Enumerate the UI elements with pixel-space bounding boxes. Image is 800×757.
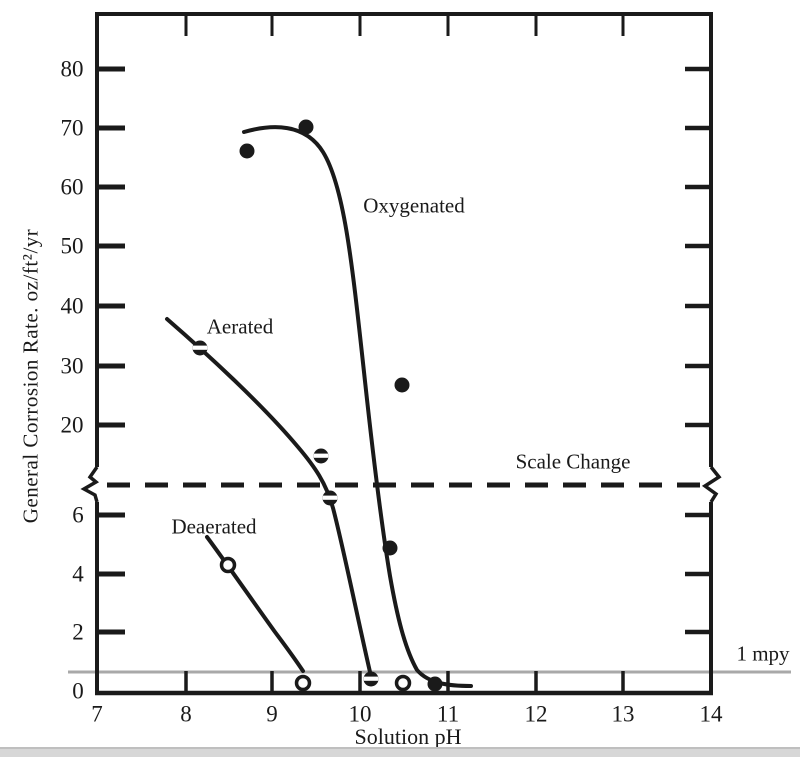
curves (165, 125, 473, 688)
y-tick-label: 2 (72, 619, 84, 645)
y-tick-label: 20 (60, 412, 84, 438)
oxygenated-point (394, 377, 410, 393)
oxygenated-point (239, 143, 255, 159)
oxygenated-point (298, 119, 314, 135)
deaerated-curve (205, 535, 305, 673)
aerated-point (322, 491, 338, 506)
scale-change-label: Scale Change (515, 449, 631, 474)
window-bottom-edge (0, 747, 800, 757)
oxygenated-curve-label: Oxygenated (363, 193, 465, 218)
oxygenated-point (427, 676, 443, 692)
y-tick-label: 30 (60, 353, 84, 379)
aerated-points (192, 341, 379, 687)
y-tick-label: 60 (60, 174, 84, 200)
top-axis-ticks (184, 16, 625, 36)
aerated-point (313, 449, 329, 464)
x-tick-label: 14 (699, 701, 723, 727)
y-tick-label: 50 (60, 233, 84, 259)
y-tick-label: 70 (60, 115, 84, 141)
x-tick-label: 7 (91, 701, 103, 727)
x-axis-title: Solution pH (354, 724, 462, 749)
deaerated-point (219, 556, 237, 574)
axis-ticks (99, 16, 709, 691)
y-axis-title: General Corrosion Rate. oz/ft²/yr (18, 228, 43, 524)
deaerated-curve-label: Deaerated (171, 514, 257, 539)
aerated-curve (165, 317, 372, 674)
y-tick-label: 80 (60, 56, 84, 82)
oxygenated-curve (242, 125, 473, 688)
deaerated-point (394, 674, 412, 692)
aerated-curve-label: Aerated (206, 314, 274, 339)
bottom-axis-ticks (184, 671, 625, 691)
y-tick-label: 0 (72, 678, 84, 704)
aerated-point (363, 672, 379, 687)
x-tick-label: 11 (436, 701, 460, 727)
right-axis-break-icon (701, 465, 722, 503)
left-axis-break-icon (80, 465, 100, 503)
x-tick-label: 10 (348, 701, 372, 727)
y-tick-label: 4 (72, 561, 84, 587)
deaerated-points (219, 556, 412, 692)
plot-frame (80, 12, 722, 696)
x-tick-label: 13 (611, 701, 635, 727)
oxygenated-points (239, 119, 443, 692)
y-tick-label: 40 (60, 293, 84, 319)
x-tick-label: 12 (524, 701, 548, 727)
x-tick-label: 8 (180, 701, 192, 727)
one-mpy-label: 1 mpy (736, 641, 790, 666)
x-tick-label: 9 (266, 701, 278, 727)
oxygenated-point (382, 540, 398, 556)
right-axis-ticks (685, 66, 709, 635)
left-axis-ticks (99, 66, 125, 635)
deaerated-point (294, 674, 312, 692)
y-tick-label: 6 (72, 502, 84, 528)
